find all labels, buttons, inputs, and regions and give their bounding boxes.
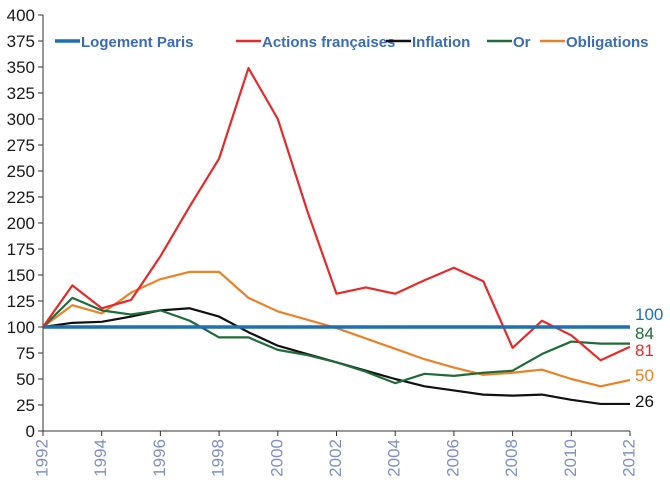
legend-label: Or <box>513 34 531 51</box>
end-value-label: 81 <box>635 341 654 360</box>
y-tick-label: 125 <box>7 292 35 311</box>
end-value-label: 50 <box>635 366 654 385</box>
y-tick-label: 25 <box>16 396 35 415</box>
y-tick-label: 150 <box>7 266 35 285</box>
series-line-obligations <box>42 270 631 388</box>
legend-label: Logement Paris <box>81 34 194 51</box>
y-tick-label: 100 <box>7 318 35 337</box>
end-labels: 100 81 26 84 50 <box>635 305 663 411</box>
legend-label: Obligations <box>566 34 649 51</box>
x-tick-label: 2010 <box>561 439 580 477</box>
x-tick-label: 1994 <box>91 439 110 477</box>
series-line-inflation <box>42 307 630 406</box>
x-tick-label: 2006 <box>443 439 462 477</box>
y-tick-label: 300 <box>7 110 35 129</box>
y-tick-label: 200 <box>7 214 35 233</box>
chart-legend: Logement Paris Actions françaises Inflatio… <box>55 34 649 51</box>
y-tick-label: 325 <box>7 84 35 103</box>
y-tick-label: 400 <box>7 6 35 25</box>
x-tick-label: 2002 <box>326 439 345 477</box>
end-value-label: 84 <box>635 324 654 343</box>
y-tick-label: 375 <box>7 32 35 51</box>
x-tick-label: 1996 <box>150 439 169 477</box>
legend-label: Actions françaises <box>262 34 395 51</box>
x-tick-label: 1998 <box>209 439 228 477</box>
y-tick-label: 350 <box>7 58 35 77</box>
x-tick-label: 1992 <box>32 439 51 477</box>
y-tick-label: 275 <box>7 136 35 155</box>
x-tick-label: 2004 <box>385 439 404 477</box>
y-tick-label: 250 <box>7 162 35 181</box>
y-tick-label: 225 <box>7 188 35 207</box>
series-line-actions-fran-aises <box>42 66 631 362</box>
x-tick-label: 2000 <box>267 439 286 477</box>
x-tick-label: 2008 <box>502 439 521 477</box>
y-tick-label: 75 <box>16 344 35 363</box>
series-layer <box>42 66 631 406</box>
x-tick-label: 2012 <box>619 439 638 477</box>
series-line-or <box>42 296 630 385</box>
chart-axes: 0 25 50 75 100 125 150 175 200 225 250 275 300 325 350… <box>7 6 639 477</box>
end-value-label: 26 <box>635 392 654 411</box>
legend-label: Inflation <box>412 34 470 51</box>
y-tick-label: 50 <box>16 370 35 389</box>
y-tick-label: 0 <box>26 422 35 441</box>
end-value-label: 100 <box>635 305 663 324</box>
y-tick-label: 175 <box>7 240 35 259</box>
